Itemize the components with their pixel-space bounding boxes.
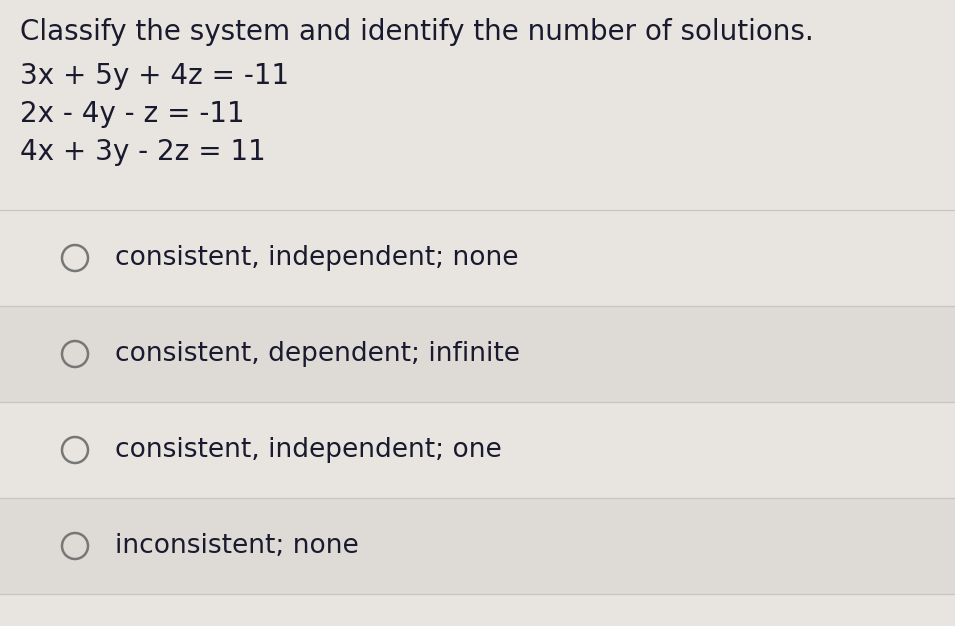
Text: 4x + 3y - 2z = 11: 4x + 3y - 2z = 11 (20, 138, 265, 166)
Text: 2x - 4y - z = -11: 2x - 4y - z = -11 (20, 100, 244, 128)
Text: inconsistent; none: inconsistent; none (115, 533, 359, 559)
Bar (0, 210, 955, 306)
Text: Classify the system and identify the number of solutions.: Classify the system and identify the num… (20, 18, 814, 46)
Text: consistent, independent; none: consistent, independent; none (115, 245, 519, 271)
Text: 3x + 5y + 4z = -11: 3x + 5y + 4z = -11 (20, 62, 289, 90)
Bar (0, 306, 955, 402)
Bar (0, 498, 955, 594)
Text: consistent, dependent; infinite: consistent, dependent; infinite (115, 341, 520, 367)
Bar (0, 402, 955, 498)
Text: consistent, independent; one: consistent, independent; one (115, 437, 501, 463)
